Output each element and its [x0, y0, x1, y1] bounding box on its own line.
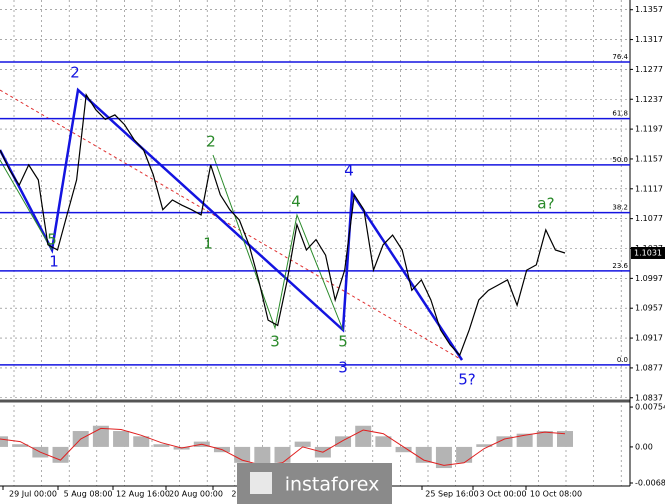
y-tick-label: 1.0917 — [635, 334, 663, 343]
sub-wave-line — [0, 159, 53, 251]
signal-line — [0, 427, 566, 466]
fib-label: 76.4 — [612, 53, 628, 61]
y-tick-label: 1.1157 — [635, 154, 663, 163]
osc-bar — [557, 431, 573, 447]
osc-bar — [496, 436, 513, 447]
x-tick-label: 20 Aug 00:00 — [169, 490, 223, 499]
osc-bar — [395, 446, 412, 453]
osc-bar — [254, 446, 271, 469]
last-price-box — [631, 246, 665, 259]
y-tick-label: 1.1277 — [635, 65, 663, 74]
fib-label: 38.2 — [612, 204, 628, 212]
y-tick-label: 1.1117 — [635, 184, 663, 193]
wave-label: 5 — [338, 333, 348, 351]
y-tick-label: 1.1237 — [635, 95, 663, 104]
x-tick-label: 5 Aug 08:00 — [64, 490, 113, 499]
osc-bar — [536, 431, 553, 447]
wave-label: 5 — [47, 231, 57, 249]
wave-label: a? — [537, 195, 554, 213]
osc-bar — [153, 444, 170, 447]
osc-bar — [0, 436, 8, 447]
y-tick-label: 1.0957 — [635, 304, 663, 313]
vertical-grid — [0, 0, 630, 486]
osc-tick-label: 0.00 — [635, 442, 653, 451]
last-price-label: 1.1031 — [634, 248, 662, 257]
y-tick-label: 1.1317 — [635, 35, 663, 44]
fib-label: 23.6 — [612, 262, 628, 270]
y-tick-label: 1.0877 — [635, 363, 663, 372]
osc-bar — [456, 446, 473, 463]
x-tick-label: 10 Oct 08:00 — [530, 490, 582, 499]
osc-bar — [375, 436, 392, 447]
osc-bar — [12, 444, 29, 447]
osc-tick-label: 0.00754 — [635, 403, 665, 412]
osc-bar — [335, 436, 352, 447]
osc-bar — [234, 446, 251, 463]
wave-label: 3 — [338, 359, 348, 377]
x-tick-label: 3 Oct 00:00 — [479, 490, 526, 499]
wave-label: 1 — [49, 253, 59, 271]
wave-label: 2 — [206, 133, 216, 151]
wave-label: 4 — [344, 162, 354, 180]
trend-channel — [0, 89, 463, 361]
y-tick-label: 1.1077 — [635, 214, 663, 223]
logo-text: instaforex — [285, 474, 380, 496]
fib-label: 61.8 — [612, 110, 628, 118]
osc-bar — [516, 433, 533, 447]
wave-label: 2 — [70, 64, 80, 82]
wave-label: 4 — [291, 193, 301, 211]
osc-bar — [355, 425, 372, 447]
y-tick-label: 1.0837 — [635, 393, 663, 402]
wave-label: 1 — [203, 235, 213, 253]
price-line — [0, 93, 566, 357]
y-tick-label: 1.1197 — [635, 125, 663, 134]
fib-label: 0.0 — [617, 356, 628, 364]
y-tick-label: 1.0997 — [635, 274, 663, 283]
osc-bar — [476, 444, 493, 447]
x-tick-label: 12 Aug 16:00 — [116, 490, 170, 499]
x-tick-label: 25 Sep 16:00 — [425, 490, 478, 499]
x-tick-label: 29 Jul 00:00 — [9, 490, 57, 499]
fib-label: 50.0 — [612, 156, 628, 164]
y-tick-label: 1.1357 — [635, 5, 663, 14]
wave-label: 5? — [458, 371, 476, 389]
osc-bar — [274, 446, 291, 463]
osc-bar — [113, 431, 130, 447]
wave-label: 3 — [270, 333, 280, 351]
osc-bar — [294, 441, 311, 447]
osc-bar — [133, 436, 150, 447]
wave-lines — [0, 87, 464, 361]
osc-bar — [415, 446, 432, 463]
osc-bar — [435, 446, 452, 469]
logo-icon — [250, 472, 272, 494]
